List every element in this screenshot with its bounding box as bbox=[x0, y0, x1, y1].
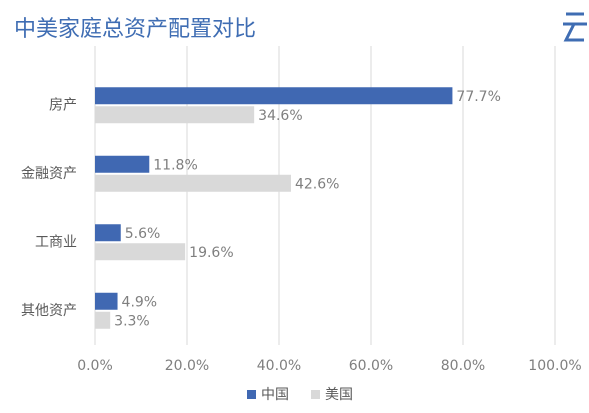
value-label: 19.6% bbox=[189, 245, 233, 261]
bar bbox=[95, 155, 150, 173]
bar bbox=[95, 243, 186, 261]
y-tick-label: 其他资产 bbox=[21, 303, 77, 319]
value-label: 34.6% bbox=[258, 108, 302, 124]
logo bbox=[563, 12, 587, 42]
value-label: 4.9% bbox=[122, 294, 158, 310]
legend-swatch bbox=[311, 390, 320, 399]
bar bbox=[95, 311, 111, 329]
x-tick-label: 20.0% bbox=[165, 358, 209, 374]
x-tick-label: 80.0% bbox=[441, 358, 485, 374]
legend-label: 中国 bbox=[261, 387, 289, 403]
y-tick-label: 金融资产 bbox=[21, 166, 77, 182]
bar bbox=[95, 292, 118, 310]
x-tick-label: 40.0% bbox=[257, 358, 301, 374]
value-label: 3.3% bbox=[114, 313, 150, 329]
x-tick-label: 0.0% bbox=[77, 358, 113, 374]
value-label: 11.8% bbox=[153, 157, 197, 173]
legend-swatch bbox=[247, 390, 256, 399]
x-tick-label: 100.0% bbox=[528, 358, 581, 374]
y-tick-label: 房产 bbox=[49, 97, 77, 113]
bar bbox=[95, 87, 453, 105]
value-label: 5.6% bbox=[125, 226, 161, 242]
bar bbox=[95, 174, 291, 192]
y-tick-label: 工商业 bbox=[35, 234, 77, 250]
value-label: 77.7% bbox=[456, 89, 500, 105]
value-label: 42.6% bbox=[295, 176, 339, 192]
chart-title: 中美家庭总资产配置对比 bbox=[14, 17, 256, 42]
x-tick-label: 60.0% bbox=[349, 358, 393, 374]
bar bbox=[95, 224, 121, 242]
legend-label: 美国 bbox=[325, 387, 353, 403]
bar bbox=[95, 106, 255, 124]
